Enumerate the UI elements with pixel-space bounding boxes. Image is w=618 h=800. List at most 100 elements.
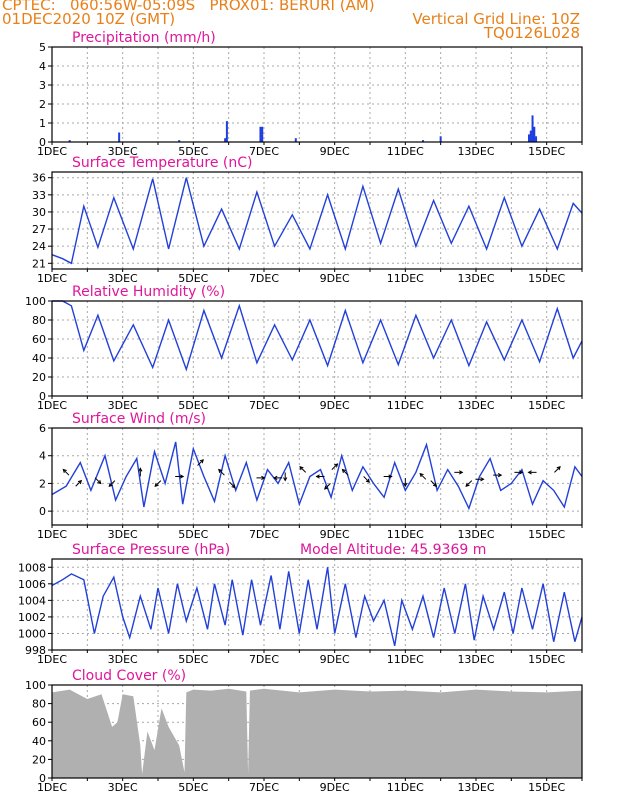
pressure-ytick-label: 998 [25,644,46,657]
cloud-cover-title: Cloud Cover (%) [72,668,186,684]
pressure-xtick-label: 1DEC [37,653,67,666]
humidity-xtick-label: 13DEC [457,399,494,412]
cloud-cover-ytick-label: 60 [32,716,46,729]
precipitation-bar [68,140,71,142]
pressure-xtick-label: 9DEC [320,653,350,666]
humidity-ytick-label: 80 [32,314,46,327]
pressure-xtick-label: 13DEC [457,653,494,666]
precipitation-bar [261,126,264,142]
temperature-xtick-label: 1DEC [37,272,67,285]
pressure-xtick-label: 11DEC [387,653,424,666]
wind-vector-head [299,466,304,471]
precipitation-frame [51,46,583,143]
precipitation-xtick-label: 13DEC [457,145,494,158]
wind-xtick-label: 13DEC [457,528,494,541]
humidity-xtick-label: 5DEC [178,399,208,412]
humidity-title: Relative Humidity (%) [72,284,225,300]
cloud-cover-ytick-label: 100 [25,679,46,692]
wind-title: Surface Wind (m/s) [72,411,206,427]
wind-vector-head [419,472,424,478]
wind-vector [331,463,338,470]
precipitation-bar [118,132,121,142]
wind-vector-head [403,482,408,488]
wind-vector [218,469,225,476]
precipitation-xtick-label: 5DEC [178,145,208,158]
temperature-ytick-label: 33 [32,189,46,202]
precipitation-bar [178,140,181,142]
precipitation-ytick-label: 1 [39,117,46,130]
precipitation-xtick-label: 7DEC [249,145,279,158]
pressure-xtick-label: 15DEC [528,653,565,666]
wind-vector-head [324,485,329,490]
wind-xtick-label: 9DEC [320,528,350,541]
wind-vector-head [97,479,102,485]
wind-vector [229,481,236,488]
precipitation-bar [528,134,530,142]
humidity-xtick-label: 11DEC [387,399,424,412]
wind-ytick-label: 0 [39,505,46,518]
humidity-xtick-label: 3DEC [108,399,138,412]
wind-vector [419,473,427,480]
header-left-line1: CPTEC: 060:56W-05:09S PROX01: BERURI (AM… [2,0,375,14]
wind-vector [342,469,349,476]
precipitation-ytick-label: 0 [39,136,46,149]
precipitation-panel: 0 1 2 3 4 5 1DEC 3DEC 5DEC 7DEC 9DEC 11DEC 13DEC 15DE… [37,30,583,158]
cloud-cover-panel: 0 20 40 60 80 100 1DEC 3DEC 5DEC 7DEC 9DEC 11DEC 13D… [25,668,583,794]
precipitation-bar [224,138,227,142]
precipitation-xtick-label: 11DEC [387,145,424,158]
wind-xtick-label: 1DEC [37,528,67,541]
wind-vector-head [199,459,204,464]
precipitation-bar [439,136,442,142]
wind-vector-head [556,466,561,471]
wind-xtick-label: 5DEC [178,528,208,541]
header-left-line2: 01DEC2020 10Z (GMT) [2,10,176,28]
cloud-cover-xtick-label: 15DEC [528,781,565,794]
wind-vector-head [108,482,113,487]
wind-xtick-label: 3DEC [108,528,138,541]
wind-vector-head [459,470,464,475]
wind-vector-head [179,474,185,479]
wind-vector [554,466,561,473]
wind-xtick-label: 7DEC [249,528,279,541]
pressure-ytick-label: 1006 [18,578,46,591]
wind-vector-head [432,482,438,487]
wind-vector-head [497,472,503,478]
cloud-cover-ytick-label: 40 [32,735,46,748]
wind-vector-head [480,477,485,482]
precipitation-bar [225,121,228,142]
wind-vector [75,480,82,487]
precipitation-bar [535,136,538,142]
humidity-ytick-label: 0 [39,390,46,403]
temperature-ytick-label: 21 [32,257,46,270]
humidity-ytick-label: 100 [25,295,46,308]
humidity-ytick-label: 60 [32,333,46,346]
wind-vector-head [527,470,532,475]
temperature-xtick-label: 15DEC [528,272,565,285]
precipitation-xtick-label: 1DEC [37,145,67,158]
temperature-xtick-label: 13DEC [457,272,494,285]
precipitation-ytick-label: 2 [39,98,46,111]
temperature-panel: 21 24 27 30 33 36 1DEC 3DEC 5DEC 7DEC 9DEC 11DEC 13D… [32,155,583,285]
wind-vector-head [77,479,83,485]
humidity-ytick-label: 40 [32,352,46,365]
cloud-cover-xtick-label: 11DEC [387,781,424,794]
wind-vector-head [341,468,346,474]
wind-panel: 0 2 4 6 1DEC 3DEC 5DEC 7DEC 9DEC 11DEC 13DEC 15DEC S… [37,411,583,541]
wind-vector [363,476,370,483]
cloud-cover-ytick-label: 20 [32,753,46,766]
temperature-xtick-label: 3DEC [108,272,138,285]
precipitation-bar [259,126,262,142]
humidity-panel: 0 20 40 60 80 100 1DEC 3DEC 5DEC 7DEC 9DEC 11DEC 13D… [25,284,583,412]
temperature-ytick-label: 24 [32,240,46,253]
wind-vector-head [315,474,320,479]
cloud-cover-xtick-label: 1DEC [37,781,67,794]
wind-vector [324,483,331,490]
wind-vector-head [365,478,371,483]
pressure-frame [51,558,583,651]
wind-vector-head [138,467,143,472]
wind-vector-head [231,484,236,489]
cloud-cover-ytick-label: 0 [39,772,46,785]
precipitation-ytick-label: 3 [39,79,46,92]
wind-vector [465,480,473,487]
cloud-cover-xtick-label: 3DEC [108,781,138,794]
